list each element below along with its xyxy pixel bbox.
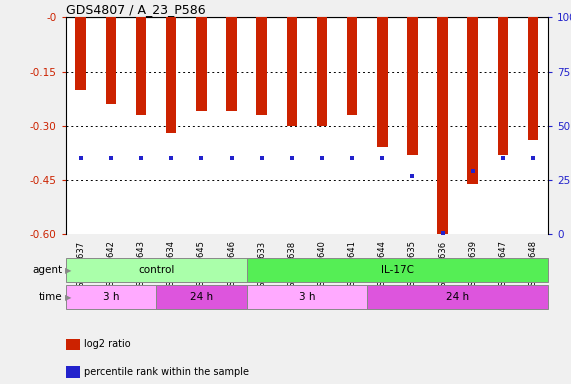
Bar [437, 17, 448, 234]
Bar [196, 17, 207, 111]
Bar [106, 17, 116, 104]
Bar [247, 258, 548, 282]
Text: time: time [39, 292, 63, 302]
Bar [287, 17, 297, 126]
Text: 3 h: 3 h [299, 292, 315, 302]
Bar [66, 285, 156, 309]
Text: percentile rank within the sample: percentile rank within the sample [84, 367, 249, 377]
Bar [256, 17, 267, 115]
Bar [247, 285, 367, 309]
Bar [528, 17, 538, 140]
Text: IL-17C: IL-17C [381, 265, 414, 275]
Bar [136, 17, 146, 115]
Bar [407, 17, 418, 155]
Bar [317, 17, 327, 126]
Bar [367, 285, 548, 309]
Bar [226, 17, 237, 111]
Bar [498, 17, 508, 155]
Text: 3 h: 3 h [103, 292, 119, 302]
Bar [166, 17, 176, 133]
Text: GDS4807 / A_23_P586: GDS4807 / A_23_P586 [66, 3, 206, 16]
Bar [156, 285, 247, 309]
Text: log2 ratio: log2 ratio [84, 339, 131, 349]
Text: 24 h: 24 h [190, 292, 213, 302]
Bar [347, 17, 357, 115]
Bar [377, 17, 388, 147]
Bar [66, 258, 247, 282]
Text: agent: agent [33, 265, 63, 275]
Bar [468, 17, 478, 184]
Text: 24 h: 24 h [446, 292, 469, 302]
Text: ▶: ▶ [65, 266, 71, 275]
Bar [75, 17, 86, 89]
Text: control: control [138, 265, 174, 275]
Text: ▶: ▶ [65, 293, 71, 302]
